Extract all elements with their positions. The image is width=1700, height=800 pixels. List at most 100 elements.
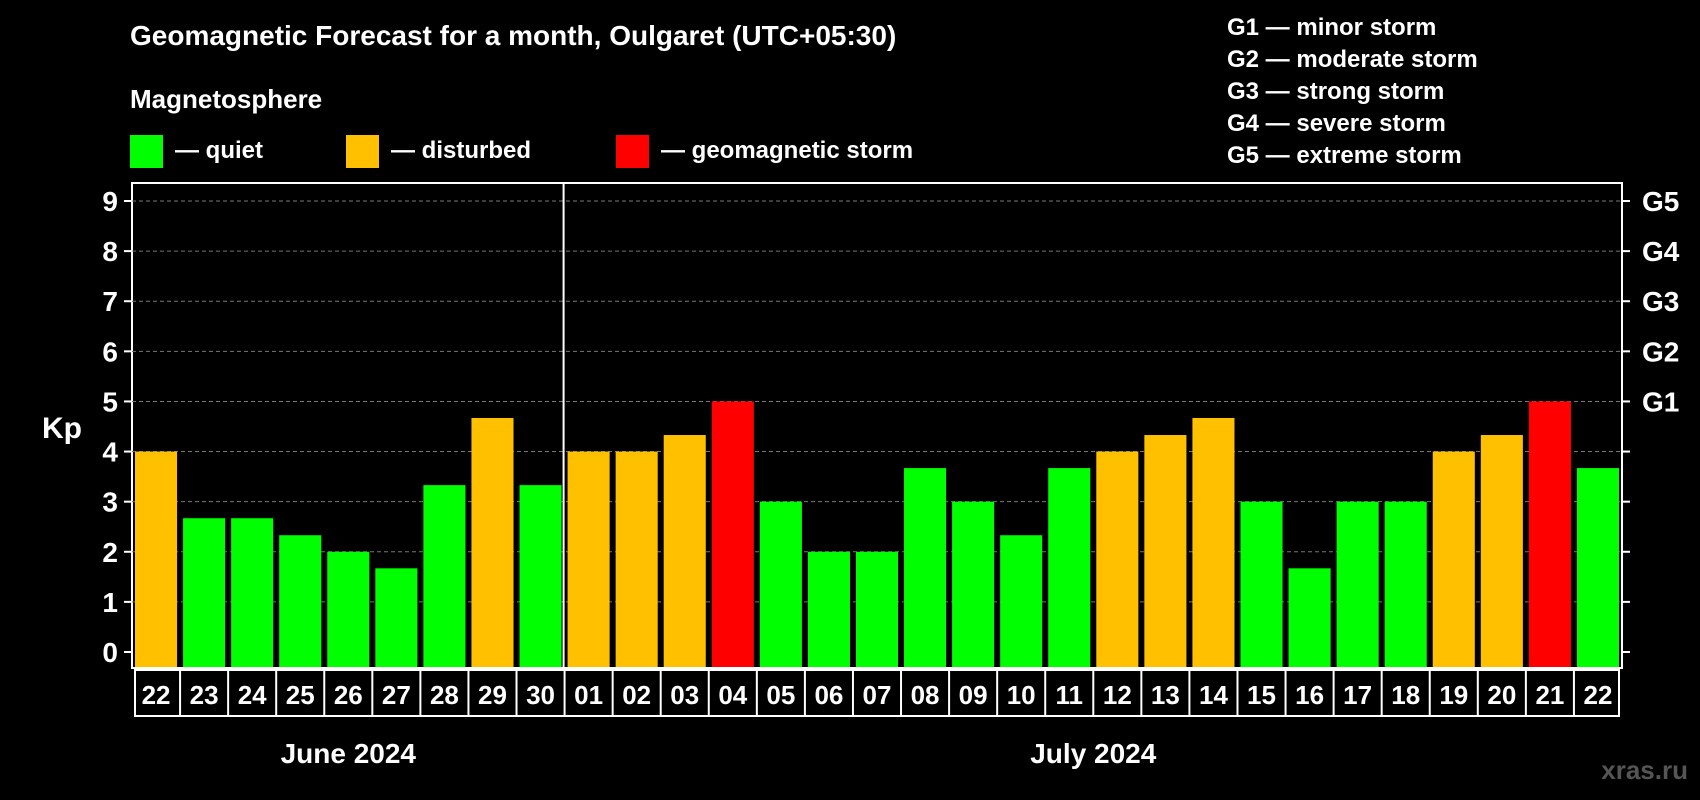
bar [1288, 568, 1331, 667]
legend-label-quiet: — quiet [175, 137, 263, 164]
x-tick-label: 30 [526, 680, 555, 710]
storm-scale-legend: G1 — minor storm G2 — moderate storm G3 … [1227, 12, 1478, 172]
date-row-frame [134, 669, 1620, 717]
month-label: July 2024 [1030, 738, 1157, 769]
bar [1432, 451, 1475, 667]
x-tick-label: 03 [670, 680, 699, 710]
bar [375, 568, 418, 667]
x-tick-label: 05 [766, 680, 795, 710]
x-tick-label: 10 [1007, 680, 1036, 710]
bar [135, 451, 178, 667]
right-axis-label: G4 [1642, 236, 1680, 267]
x-tick-label: 01 [574, 680, 603, 710]
bar [904, 468, 947, 667]
bar [711, 401, 754, 667]
x-tick-label: 29 [478, 680, 507, 710]
bar [1480, 435, 1523, 667]
x-tick-label: 22 [1584, 680, 1613, 710]
x-tick-label: 15 [1247, 680, 1276, 710]
bar [327, 551, 370, 667]
x-tick-label: 21 [1535, 680, 1564, 710]
bar [1048, 468, 1091, 667]
bar [567, 451, 610, 667]
y-tick-label: 3 [102, 487, 118, 518]
x-tick-label: 17 [1343, 680, 1372, 710]
month-label: June 2024 [281, 738, 417, 769]
x-tick-label: 12 [1103, 680, 1132, 710]
bar [183, 518, 226, 667]
bar [759, 501, 802, 667]
y-tick-label: 9 [102, 186, 118, 217]
y-tick-label: 5 [102, 386, 118, 417]
x-tick-label: 28 [430, 680, 459, 710]
legend-item-storm: — geomagnetic storm [616, 134, 913, 168]
x-tick-label: 09 [959, 680, 988, 710]
y-axis-label: Kp [42, 412, 82, 445]
x-tick-label: 19 [1439, 680, 1468, 710]
x-tick-label: 22 [142, 680, 171, 710]
x-tick-label: 18 [1391, 680, 1420, 710]
x-tick-label: 23 [190, 680, 219, 710]
bar [279, 535, 322, 667]
bar [1096, 451, 1139, 667]
x-tick-label: 26 [334, 680, 363, 710]
legend-swatch-storm [616, 134, 649, 168]
x-tick-label: 24 [238, 680, 267, 710]
x-tick-label: 11 [1056, 680, 1084, 710]
legend-label-storm: — geomagnetic storm [661, 137, 914, 164]
bar [1240, 501, 1283, 667]
right-axis-label: G2 [1642, 336, 1679, 367]
x-tick-label: 14 [1199, 680, 1228, 710]
chart-title: Geomagnetic Forecast for a month, Oulgar… [130, 20, 897, 51]
bar [1384, 501, 1427, 667]
bar [471, 417, 514, 667]
legend-item-disturbed: — disturbed [346, 134, 531, 168]
bar [1336, 501, 1379, 667]
x-tick-label: 27 [382, 680, 411, 710]
storm-level-g4: G4 — severe storm [1227, 110, 1446, 137]
legend-heading: Magnetosphere [130, 84, 323, 114]
legend-item-quiet: — quiet [130, 134, 263, 168]
y-tick-label: 7 [102, 286, 118, 317]
plot-frame [131, 182, 1623, 669]
bar [1528, 401, 1571, 667]
y-tick-label: 6 [102, 336, 118, 367]
bar [855, 551, 899, 667]
storm-level-g5: G5 — extreme storm [1227, 142, 1462, 169]
y-tick-label: 1 [102, 587, 118, 618]
right-axis-label: G5 [1642, 186, 1679, 217]
x-tick-label: 13 [1151, 680, 1180, 710]
watermark: xras.ru [1601, 755, 1688, 785]
right-axis-label: G1 [1642, 386, 1679, 417]
storm-level-g2: G2 — moderate storm [1227, 46, 1478, 73]
bar [423, 485, 466, 667]
legend-label-disturbed: — disturbed [391, 137, 532, 164]
bar [519, 485, 562, 667]
bar [615, 451, 658, 667]
bar [807, 551, 850, 667]
x-tick-label: 02 [622, 680, 651, 710]
bar [231, 518, 274, 667]
x-tick-label: 04 [718, 680, 747, 710]
bar [663, 435, 706, 667]
x-tick-label: 08 [911, 680, 940, 710]
storm-level-g3: G3 — strong storm [1227, 78, 1445, 105]
bar [1576, 468, 1619, 667]
bar [952, 501, 995, 667]
storm-level-g1: G1 — minor storm [1227, 14, 1437, 41]
right-axis-label: G3 [1642, 286, 1679, 317]
legend-swatch-quiet [130, 134, 163, 168]
x-tick-label: 07 [863, 680, 892, 710]
x-tick-label: 16 [1295, 680, 1324, 710]
x-tick-label: 20 [1487, 680, 1516, 710]
bar [1192, 417, 1235, 667]
y-tick-label: 4 [102, 437, 118, 468]
legend-swatch-disturbed [346, 134, 379, 168]
y-tick-label: 0 [102, 637, 118, 668]
bar [1144, 435, 1187, 667]
y-tick-label: 8 [102, 236, 118, 267]
y-tick-label: 2 [102, 537, 118, 568]
x-tick-label: 25 [286, 680, 315, 710]
x-tick-label: 06 [814, 680, 843, 710]
